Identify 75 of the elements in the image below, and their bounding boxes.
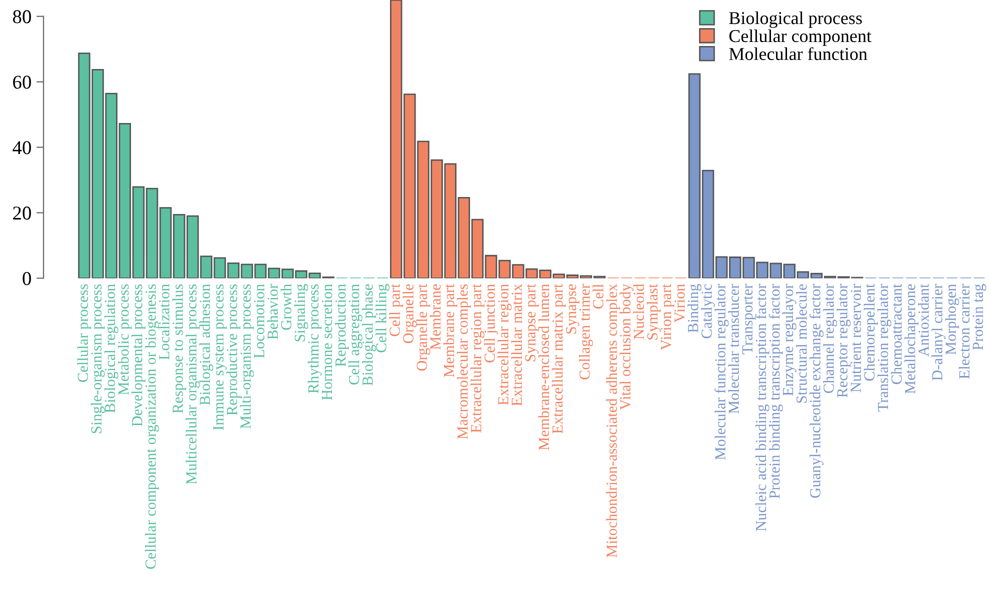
x-tick-label: Organelle part xyxy=(416,284,430,371)
x-tick-label: Hormone secretion xyxy=(322,284,332,400)
x-tick-label: Locomotion xyxy=(254,284,264,358)
x-tick-label: Membrane part xyxy=(443,284,458,378)
x-tick-label: Binding xyxy=(688,284,702,333)
x-tick-label: Multicellular organismal process xyxy=(186,284,200,484)
x-tick-label: Growth xyxy=(280,284,292,330)
x-tick-label: Molecular function regulator xyxy=(714,284,729,460)
x-tick-label: Extracellular matrix xyxy=(511,284,522,406)
x-tick-label: Immune system process xyxy=(213,284,227,430)
x-tick-label: Structural molecule xyxy=(796,284,807,403)
x-tick-label: Metallochaperone xyxy=(904,284,918,394)
x-tick-label: Antioxidant xyxy=(918,284,929,357)
x-tick-label: Extracellular region part xyxy=(470,284,484,433)
x-tick-label: Organelle xyxy=(402,284,417,344)
y-tick-label: 0 xyxy=(22,272,31,286)
x-tick-label: Response to stimulus xyxy=(172,284,186,414)
x-tick-label: Synapse part xyxy=(525,284,539,362)
x-tick-label: Reproductive process xyxy=(226,284,240,416)
x-tick-label: Cellular component organization or biogenesis xyxy=(145,284,159,569)
x-tick-label: Membrane-enclosed lumen xyxy=(538,284,550,450)
legend-label: Molecular function xyxy=(729,47,868,60)
x-tick-label: Rhythmic process xyxy=(308,284,322,394)
x-tick-label: Protein tag xyxy=(972,284,986,350)
x-tick-label: Transporter xyxy=(742,284,756,354)
x-tick-label: Morphogen xyxy=(945,284,960,355)
x-tick-label: Developmental process xyxy=(132,284,146,426)
x-tick-label: Macromolecular comples xyxy=(456,284,471,440)
x-tick-label: Localization xyxy=(158,284,170,360)
x-tick-label: Channel regulator xyxy=(823,284,838,394)
y-tick-label: 60 xyxy=(13,76,31,89)
legend-label: Cellular component xyxy=(729,29,872,46)
x-tick-label: Mitochondrion-associated adherens complex xyxy=(606,284,620,558)
x-tick-label: Nucleoid xyxy=(633,284,644,340)
x-tick-label: Signaling xyxy=(294,284,308,342)
x-tick-label: Cell killing xyxy=(376,284,390,352)
x-tick-label: Biological adhesion xyxy=(199,284,214,406)
x-tick-label: Extracellular region xyxy=(498,284,512,406)
x-tick-label: Receptor regulator xyxy=(836,284,851,398)
x-tick-label: Guanyl-nucleotide exchange factor xyxy=(809,284,824,498)
x-tick-label: Molecular transducer xyxy=(728,284,739,414)
x-tick-label: Cellular process xyxy=(77,284,92,382)
x-tick-label: Cell aggregation xyxy=(348,284,362,385)
x-tick-label: Biological phase xyxy=(362,284,376,386)
x-tick-label: Cell part xyxy=(389,284,404,336)
x-tick-label: Virion part xyxy=(660,284,674,350)
x-tick-label: Electron carrier xyxy=(958,284,970,379)
x-tick-label: Nutrient reservoir xyxy=(850,284,862,392)
x-tick-label: Membrane xyxy=(430,284,441,350)
x-tick-label: Single-organism process xyxy=(90,284,105,434)
x-tick-label: Vital occlusion body xyxy=(620,284,634,410)
x-tick-label: Enzyme regulayor xyxy=(782,284,796,396)
x-tick-label: Multi-organism process xyxy=(240,284,254,429)
x-tick-label: Reproduction xyxy=(334,284,349,366)
x-tick-label: Chemoattractant xyxy=(890,284,902,384)
y-tick-label: 40 xyxy=(12,141,31,154)
x-tick-label: Virion xyxy=(674,284,685,323)
x-tick-label: D-alanyl carrier xyxy=(932,284,946,380)
x-tick-label: Symplast xyxy=(646,284,661,340)
x-tick-label: Behavior xyxy=(267,284,278,340)
x-tick-label: Biological regulation xyxy=(104,284,118,413)
x-tick-label: Metabolic process xyxy=(118,284,132,395)
x-tick-label: Cell xyxy=(592,284,604,309)
x-tick-label: Synapse xyxy=(566,284,580,334)
legend-label: Biological process xyxy=(729,11,862,28)
x-tick-label: Collagen trimer xyxy=(579,284,593,380)
x-tick-label: Cell junction xyxy=(484,284,498,362)
y-tick-label: 20 xyxy=(13,206,31,220)
x-tick-label: Protein binding transcription factor xyxy=(768,284,783,498)
x-tick-label: Translation regulator xyxy=(877,284,892,412)
x-tick-label: Nucleic acid binding transcription factor xyxy=(755,284,770,532)
y-tick-label: 80 xyxy=(13,10,31,24)
x-tick-label: Chemorepellent xyxy=(864,284,878,381)
x-tick-label: Catalytic xyxy=(701,284,715,338)
x-tick-label: Extracellular matrix part xyxy=(552,284,566,434)
